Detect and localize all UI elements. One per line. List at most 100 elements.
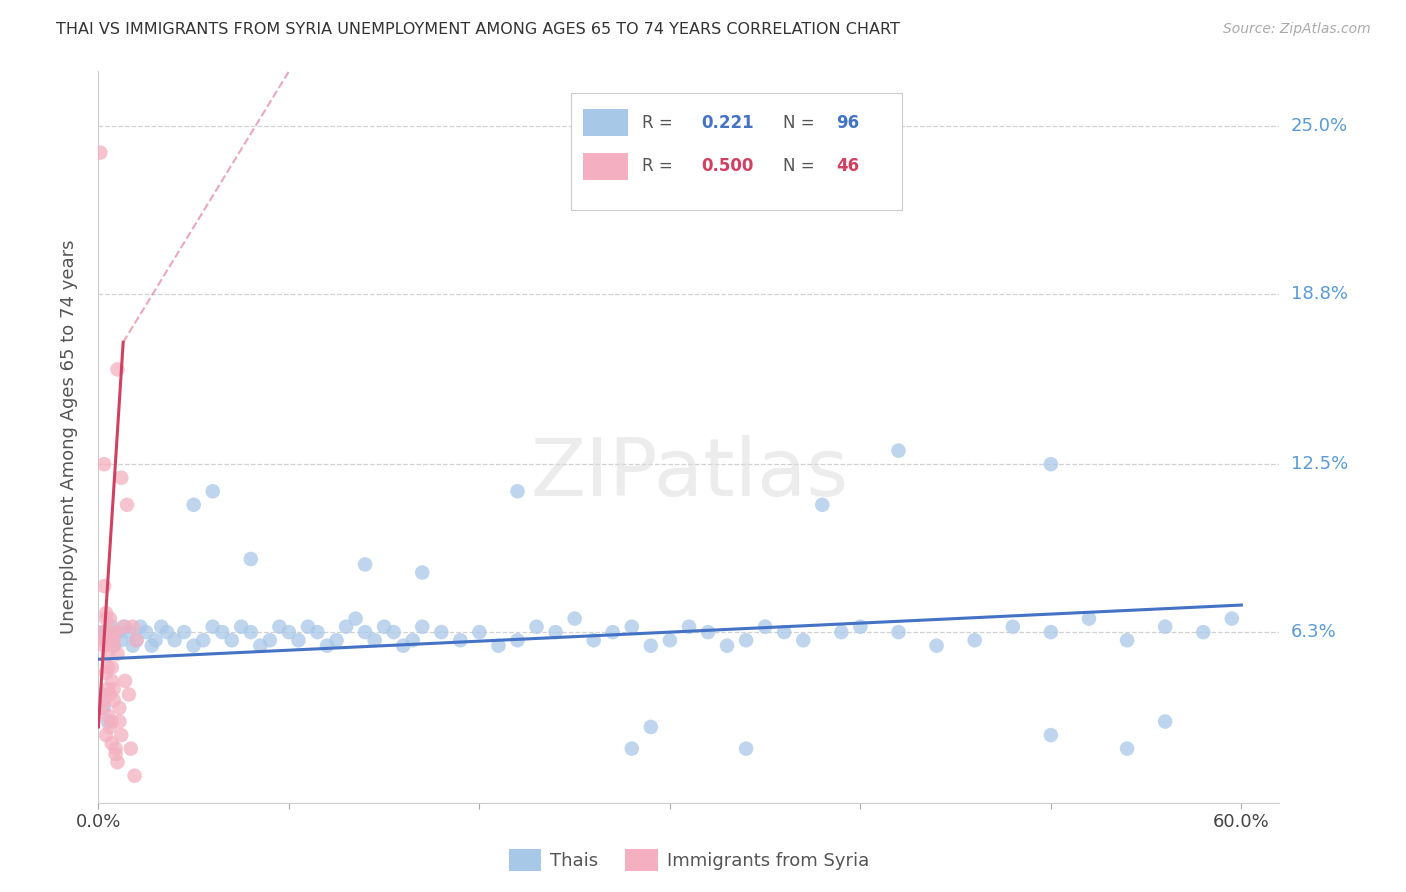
Point	[1039, 728, 1062, 742]
Point	[100, 660, 122, 674]
Point	[100, 620, 122, 634]
Point	[93, 625, 115, 640]
Point	[925, 639, 948, 653]
Point	[963, 633, 986, 648]
Point	[135, 625, 157, 640]
Point	[373, 620, 395, 634]
Point	[163, 633, 186, 648]
Point	[239, 552, 262, 566]
Y-axis label: Unemployment Among Ages 65 to 74 years: Unemployment Among Ages 65 to 74 years	[59, 240, 77, 634]
Point	[506, 484, 529, 499]
Point	[773, 625, 796, 640]
Point	[354, 558, 377, 572]
Point	[98, 625, 121, 640]
Point	[107, 625, 129, 640]
Point	[1220, 611, 1243, 625]
Point	[354, 625, 377, 640]
Text: R =: R =	[641, 158, 678, 176]
Point	[259, 633, 281, 648]
Point	[121, 620, 143, 634]
Point	[156, 625, 179, 640]
Text: 96: 96	[837, 113, 859, 131]
Point	[1116, 741, 1139, 756]
Point	[110, 633, 132, 648]
Point	[231, 620, 253, 634]
Point	[363, 633, 385, 648]
Point	[582, 633, 605, 648]
Point	[112, 620, 135, 634]
Point	[91, 633, 114, 648]
Bar	[582, 109, 627, 136]
Point	[107, 755, 129, 769]
Legend: Thais, Immigrants from Syria: Thais, Immigrants from Syria	[502, 841, 876, 878]
Bar	[582, 153, 627, 180]
Point	[183, 498, 205, 512]
Point	[150, 620, 173, 634]
Text: 46: 46	[837, 158, 859, 176]
Point	[201, 484, 224, 499]
Point	[1039, 625, 1062, 640]
Point	[100, 736, 122, 750]
Point	[544, 625, 567, 640]
Point	[100, 673, 122, 688]
Text: 12.5%: 12.5%	[1291, 455, 1348, 473]
Text: ZIPatlas: ZIPatlas	[530, 434, 848, 513]
Point	[94, 728, 117, 742]
Point	[173, 625, 195, 640]
Point	[382, 625, 405, 640]
Point	[108, 701, 131, 715]
Point	[93, 693, 115, 707]
Point	[114, 620, 136, 634]
Text: THAI VS IMMIGRANTS FROM SYRIA UNEMPLOYMENT AMONG AGES 65 TO 74 YEARS CORRELATION: THAI VS IMMIGRANTS FROM SYRIA UNEMPLOYME…	[56, 22, 900, 37]
Point	[735, 741, 758, 756]
Point	[103, 639, 125, 653]
Point	[94, 606, 117, 620]
Point	[1154, 714, 1177, 729]
Point	[97, 709, 120, 723]
Text: N =: N =	[783, 113, 820, 131]
Point	[103, 633, 125, 648]
Point	[297, 620, 319, 634]
Point	[89, 145, 111, 160]
Point	[402, 633, 425, 648]
Point	[392, 639, 415, 653]
Point	[754, 620, 776, 634]
Point	[114, 673, 136, 688]
Point	[201, 620, 224, 634]
Text: 25.0%: 25.0%	[1291, 117, 1348, 135]
Point	[107, 362, 129, 376]
Point	[468, 625, 491, 640]
Text: 18.8%: 18.8%	[1291, 285, 1347, 302]
Point	[640, 720, 662, 734]
Point	[98, 688, 121, 702]
Point	[104, 741, 127, 756]
Point	[107, 647, 129, 661]
Point	[792, 633, 814, 648]
Point	[118, 688, 141, 702]
Point	[98, 633, 121, 648]
Point	[716, 639, 738, 653]
Point	[1078, 611, 1101, 625]
Point	[620, 741, 643, 756]
Point	[307, 625, 329, 640]
Point	[1001, 620, 1024, 634]
Point	[103, 681, 125, 696]
Point	[1116, 633, 1139, 648]
Point	[120, 741, 142, 756]
Point	[100, 714, 122, 729]
Point	[277, 625, 299, 640]
Point	[887, 443, 910, 458]
Point	[121, 639, 143, 653]
Point	[697, 625, 720, 640]
Point	[287, 633, 309, 648]
Point	[335, 620, 357, 634]
Point	[98, 720, 121, 734]
Point	[91, 625, 114, 640]
Point	[564, 611, 586, 625]
Point	[221, 633, 243, 648]
Point	[506, 633, 529, 648]
Point	[94, 633, 117, 648]
Point	[94, 665, 117, 680]
Point	[145, 633, 167, 648]
Point	[104, 747, 127, 761]
